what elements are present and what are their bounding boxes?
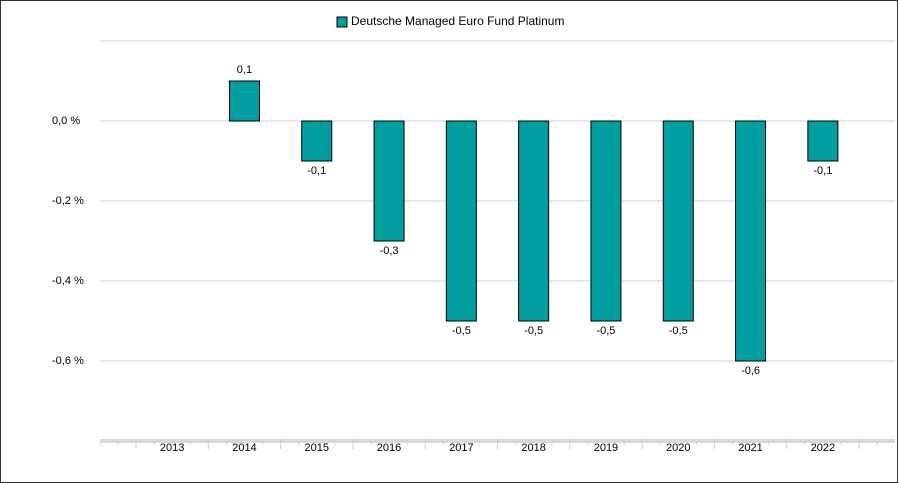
bar — [373, 120, 405, 242]
x-tick-label: 2021 — [738, 442, 762, 454]
value-label: -0,5 — [452, 325, 471, 337]
bar — [228, 80, 260, 122]
value-label: -0,1 — [307, 165, 326, 177]
x-tick-label: 2022 — [811, 442, 835, 454]
bar — [590, 120, 622, 322]
x-tick-label: 2013 — [160, 442, 184, 454]
x-tick-label: 2017 — [449, 442, 473, 454]
value-label: -0,5 — [669, 325, 688, 337]
x-tick-label: 2018 — [521, 442, 545, 454]
y-tick-label: -0,2 % — [52, 195, 84, 207]
x-tick-label: 2020 — [666, 442, 690, 454]
bar — [735, 120, 767, 362]
value-label: -0,6 — [741, 365, 760, 377]
x-tick-label: 2016 — [377, 442, 401, 454]
bar — [301, 120, 333, 162]
value-label: -0,5 — [596, 325, 615, 337]
x-tick-label: 2014 — [232, 442, 256, 454]
bar — [662, 120, 694, 322]
legend-label: Deutsche Managed Euro Fund Platinum — [351, 14, 564, 28]
bar — [518, 120, 550, 322]
value-label: 0,1 — [237, 64, 252, 76]
y-tick-label: -0,6 % — [52, 355, 84, 367]
value-label: -0,3 — [380, 245, 399, 257]
x-tick-label: 2019 — [594, 442, 618, 454]
x-tick-label: 2015 — [305, 442, 329, 454]
legend-swatch — [336, 16, 348, 28]
y-tick-label: 0,0 % — [52, 115, 80, 127]
value-label: -0,5 — [524, 325, 543, 337]
y-tick-label: -0,4 % — [52, 275, 84, 287]
bar — [807, 120, 839, 162]
bar — [445, 120, 477, 322]
value-label: -0,1 — [813, 165, 832, 177]
